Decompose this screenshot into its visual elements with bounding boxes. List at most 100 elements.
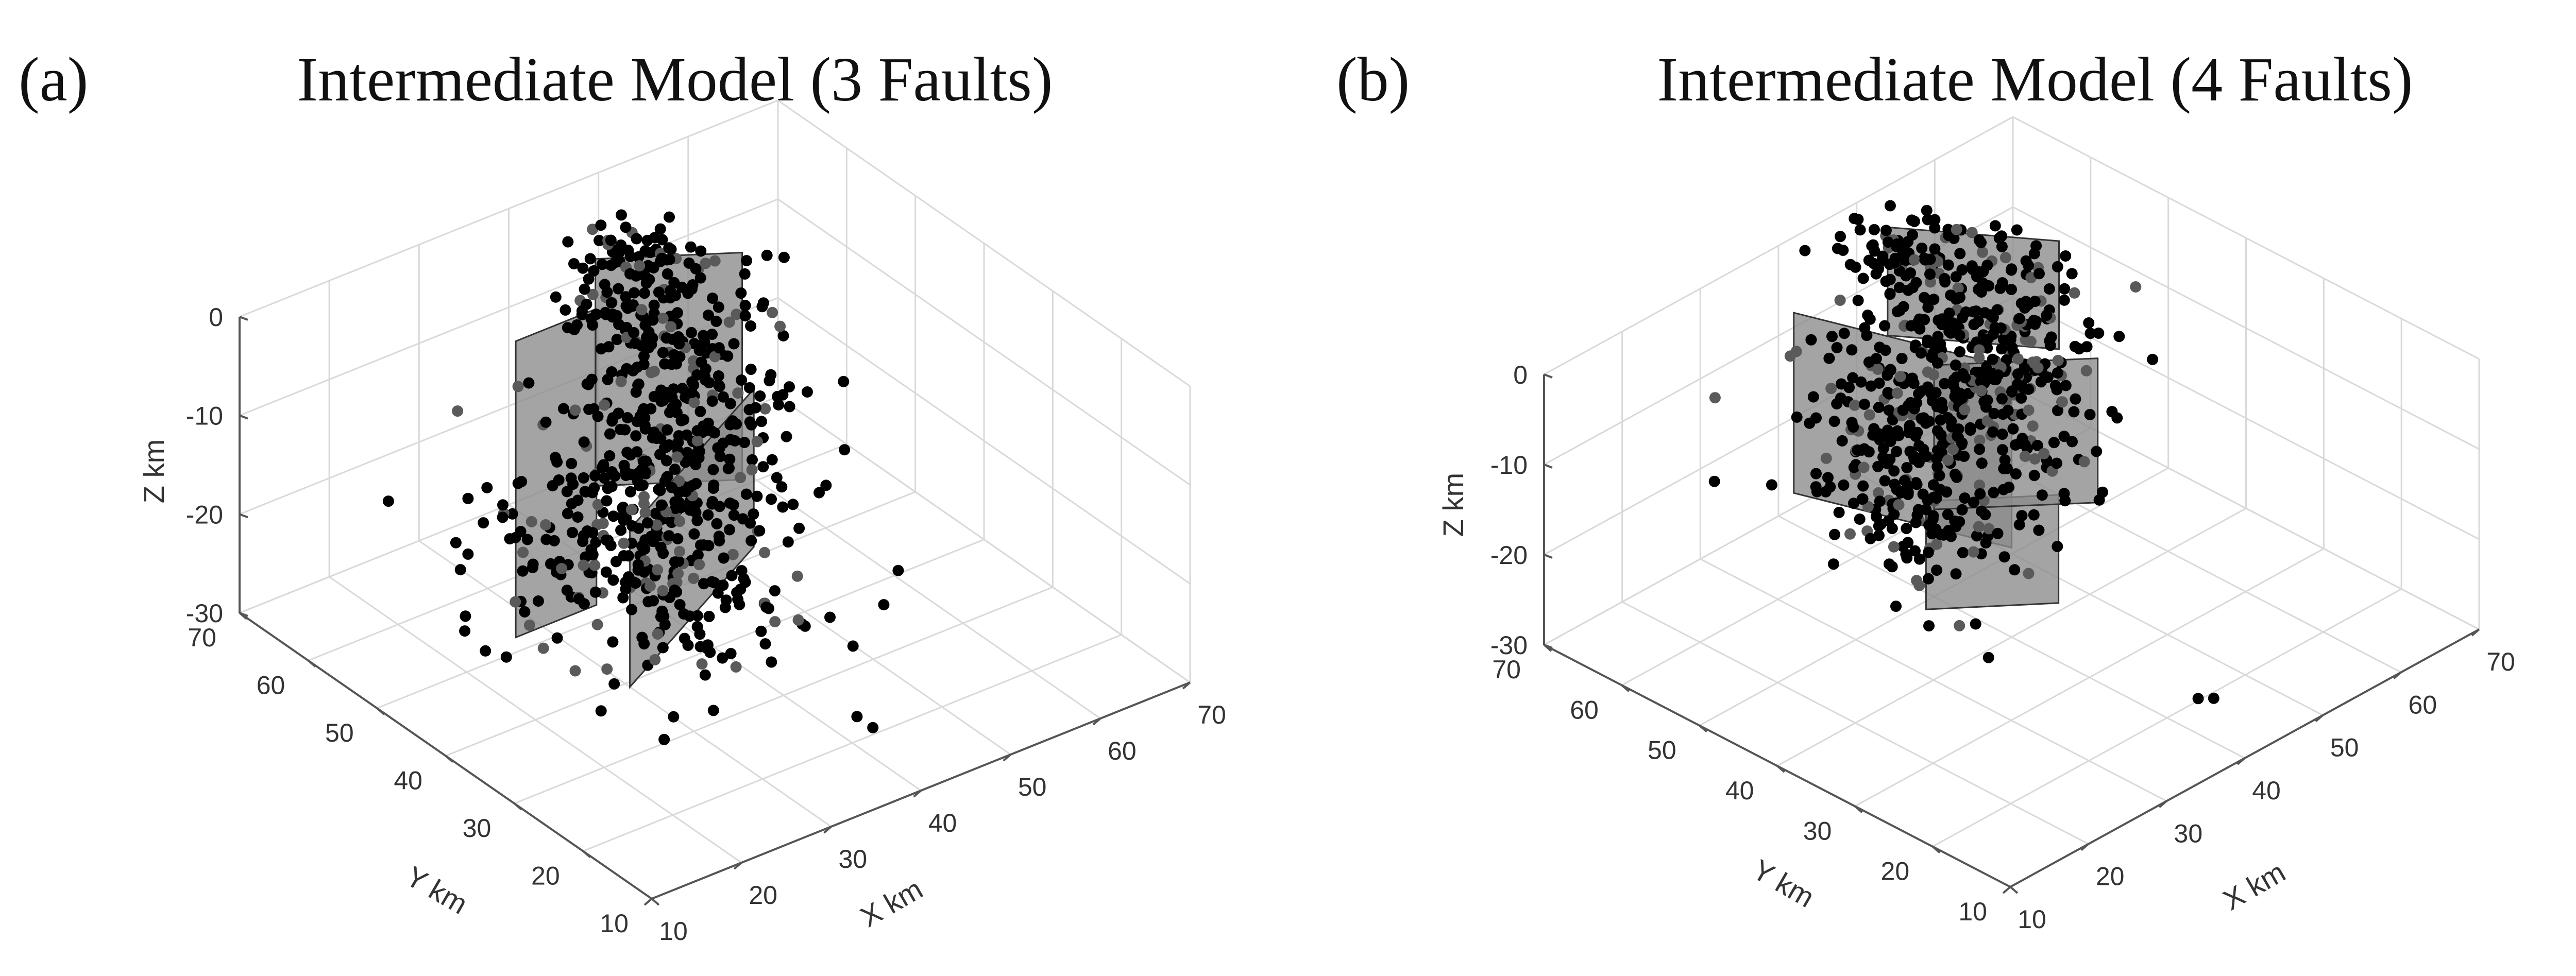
earthquake-point: [2056, 396, 2068, 408]
earthquake-point: [662, 268, 673, 280]
earthquake-point: [2058, 431, 2070, 442]
earthquake-point: [1996, 393, 2008, 405]
earthquake-point: [1997, 484, 2009, 495]
earthquake-point: [782, 536, 794, 548]
y-tick-mark: [1854, 805, 1863, 813]
earthquake-point: [1863, 409, 1875, 421]
earthquake-point: [748, 508, 759, 520]
earthquake-point: [1956, 392, 1968, 404]
earthquake-point: [1902, 284, 1914, 296]
y-tick-label: 60: [257, 671, 285, 700]
earthquake-point: [2027, 420, 2039, 432]
earthquake-point: [702, 310, 714, 321]
earthquake-point: [561, 585, 573, 596]
earthquake-point: [1854, 224, 1866, 236]
earthquake-point: [562, 322, 573, 334]
earthquake-point: [556, 563, 568, 574]
earthquake-point: [1945, 415, 1957, 427]
earthquake-point: [745, 320, 757, 332]
earthquake-point: [601, 286, 613, 298]
earthquake-point: [625, 504, 637, 516]
earthquake-point: [1992, 527, 2004, 539]
earthquake-point: [767, 306, 778, 318]
earthquake-point: [628, 327, 640, 338]
back-wall-gridline: [2012, 206, 2480, 450]
earthquake-point: [1971, 530, 1982, 542]
x-tick-label: 30: [2174, 819, 2203, 848]
earthquake-point: [1882, 236, 1894, 248]
earthquake-point: [478, 517, 489, 529]
earthquake-point: [2006, 284, 2017, 295]
earthquake-point: [601, 495, 613, 507]
earthquake-point: [625, 469, 637, 481]
earthquake-point: [1922, 366, 1934, 378]
earthquake-point: [730, 661, 742, 673]
earthquake-point: [642, 596, 654, 608]
earthquake-point: [2084, 408, 2096, 420]
earthquake-point: [682, 287, 694, 299]
y-tick-label: 50: [325, 718, 354, 747]
earthquake-point: [694, 628, 706, 640]
earthquake-point: [707, 705, 719, 716]
earthquake-point: [2097, 486, 2108, 498]
earthquake-point: [566, 498, 578, 509]
earthquake-point: [693, 559, 705, 571]
earthquake-point: [2016, 433, 2028, 444]
earthquake-point: [500, 651, 512, 663]
earthquake-point: [615, 423, 626, 435]
earthquake-point: [1942, 224, 1954, 235]
earthquake-point: [1911, 478, 1923, 490]
x-tick-label: 30: [839, 845, 868, 874]
earthquake-point: [706, 395, 718, 407]
earthquake-point: [2059, 283, 2071, 295]
earthquake-point: [1893, 282, 1905, 294]
earthquake-point: [1883, 404, 1895, 416]
earthquake-point: [664, 211, 675, 223]
earthquake-point: [1784, 350, 1796, 362]
earthquake-point: [596, 259, 608, 270]
earthquake-point: [1831, 342, 1843, 353]
earthquake-point: [711, 518, 723, 529]
earthquake-point: [673, 475, 685, 487]
earthquake-point: [2020, 255, 2032, 267]
earthquake-point: [1975, 375, 1987, 387]
earthquake-point: [1922, 573, 1934, 585]
earthquake-point: [613, 283, 624, 295]
earthquake-point: [592, 410, 604, 422]
earthquake-point: [2052, 382, 2063, 394]
earthquake-point: [1911, 426, 1923, 438]
earthquake-point: [2015, 298, 2027, 309]
earthquake-point: [751, 436, 763, 448]
earthquake-point: [751, 490, 763, 502]
panel-a-z-axis-label: Z km: [138, 439, 170, 503]
earthquake-point: [532, 595, 544, 607]
earthquake-point: [746, 464, 758, 476]
earthquake-point: [628, 287, 640, 299]
earthquake-point: [1981, 334, 1993, 346]
earthquake-point: [707, 464, 719, 475]
earthquake-point: [578, 436, 590, 448]
earthquake-point: [1996, 343, 2008, 355]
earthquake-point: [1858, 399, 1870, 410]
earthquake-point: [736, 374, 748, 386]
earthquake-point: [2078, 456, 2090, 468]
earthquake-point: [708, 480, 720, 491]
earthquake-point: [1871, 511, 1882, 522]
earthquake-point: [1879, 345, 1891, 356]
earthquake-point: [1973, 521, 1985, 533]
earthquake-point: [521, 534, 533, 545]
earthquake-point: [1995, 322, 2007, 334]
earthquake-point: [774, 320, 786, 332]
earthquake-point: [497, 511, 509, 523]
earthquake-point: [1873, 487, 1884, 499]
earthquake-point: [606, 466, 618, 477]
earthquake-point: [589, 586, 601, 598]
earthquake-point: [2052, 354, 2064, 366]
z-tick-label: -20: [186, 500, 223, 529]
earthquake-point: [2070, 393, 2081, 405]
earthquake-point: [713, 301, 724, 313]
earthquake-point: [620, 291, 632, 303]
earthquake-point: [1864, 313, 1876, 325]
earthquake-point: [1849, 399, 1860, 411]
earthquake-point: [1889, 252, 1901, 264]
